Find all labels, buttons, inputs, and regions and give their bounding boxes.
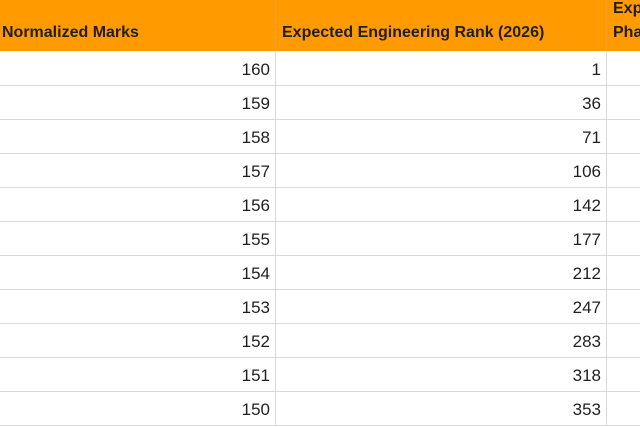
empty-cell <box>607 290 640 324</box>
empty-cell <box>607 392 640 426</box>
number-cell: 212 <box>276 256 607 290</box>
number-cell: 177 <box>276 222 607 256</box>
number-cell: 151 <box>0 358 276 392</box>
number-cell: 160 <box>0 52 276 86</box>
empty-cell <box>607 256 640 290</box>
empty-cell <box>607 188 640 222</box>
number-cell: 155 <box>0 222 276 256</box>
number-cell: 318 <box>276 358 607 392</box>
header-text: Expected Engineering Rank (2026) <box>282 24 545 41</box>
header-text: Exp <box>613 0 640 17</box>
header-text: Normalized Marks <box>2 24 139 41</box>
number-cell: 157 <box>0 154 276 188</box>
empty-cell <box>607 86 640 120</box>
number-cell: 353 <box>276 392 607 426</box>
number-cell: 106 <box>276 154 607 188</box>
header-text: Pha <box>613 24 640 41</box>
empty-cell <box>607 324 640 358</box>
number-cell: 1 <box>276 52 607 86</box>
header-cell: Expected Engineering Rank (2026) <box>276 0 607 51</box>
empty-cell <box>607 52 640 86</box>
number-cell: 158 <box>0 120 276 154</box>
header-cell: Exp Pha <box>607 0 640 51</box>
number-cell: 152 <box>0 324 276 358</box>
number-cell: 36 <box>276 86 607 120</box>
empty-cell <box>607 120 640 154</box>
number-cell: 154 <box>0 256 276 290</box>
number-cell: 150 <box>0 392 276 426</box>
header-cell: Normalized Marks <box>0 0 276 51</box>
number-cell: 142 <box>276 188 607 222</box>
number-cell: 283 <box>276 324 607 358</box>
empty-cell <box>607 358 640 392</box>
empty-cell <box>607 222 640 256</box>
number-cell: 247 <box>276 290 607 324</box>
number-cell: 153 <box>0 290 276 324</box>
number-cell: 156 <box>0 188 276 222</box>
empty-cell <box>607 154 640 188</box>
number-cell: 71 <box>276 120 607 154</box>
number-cell: 159 <box>0 86 276 120</box>
